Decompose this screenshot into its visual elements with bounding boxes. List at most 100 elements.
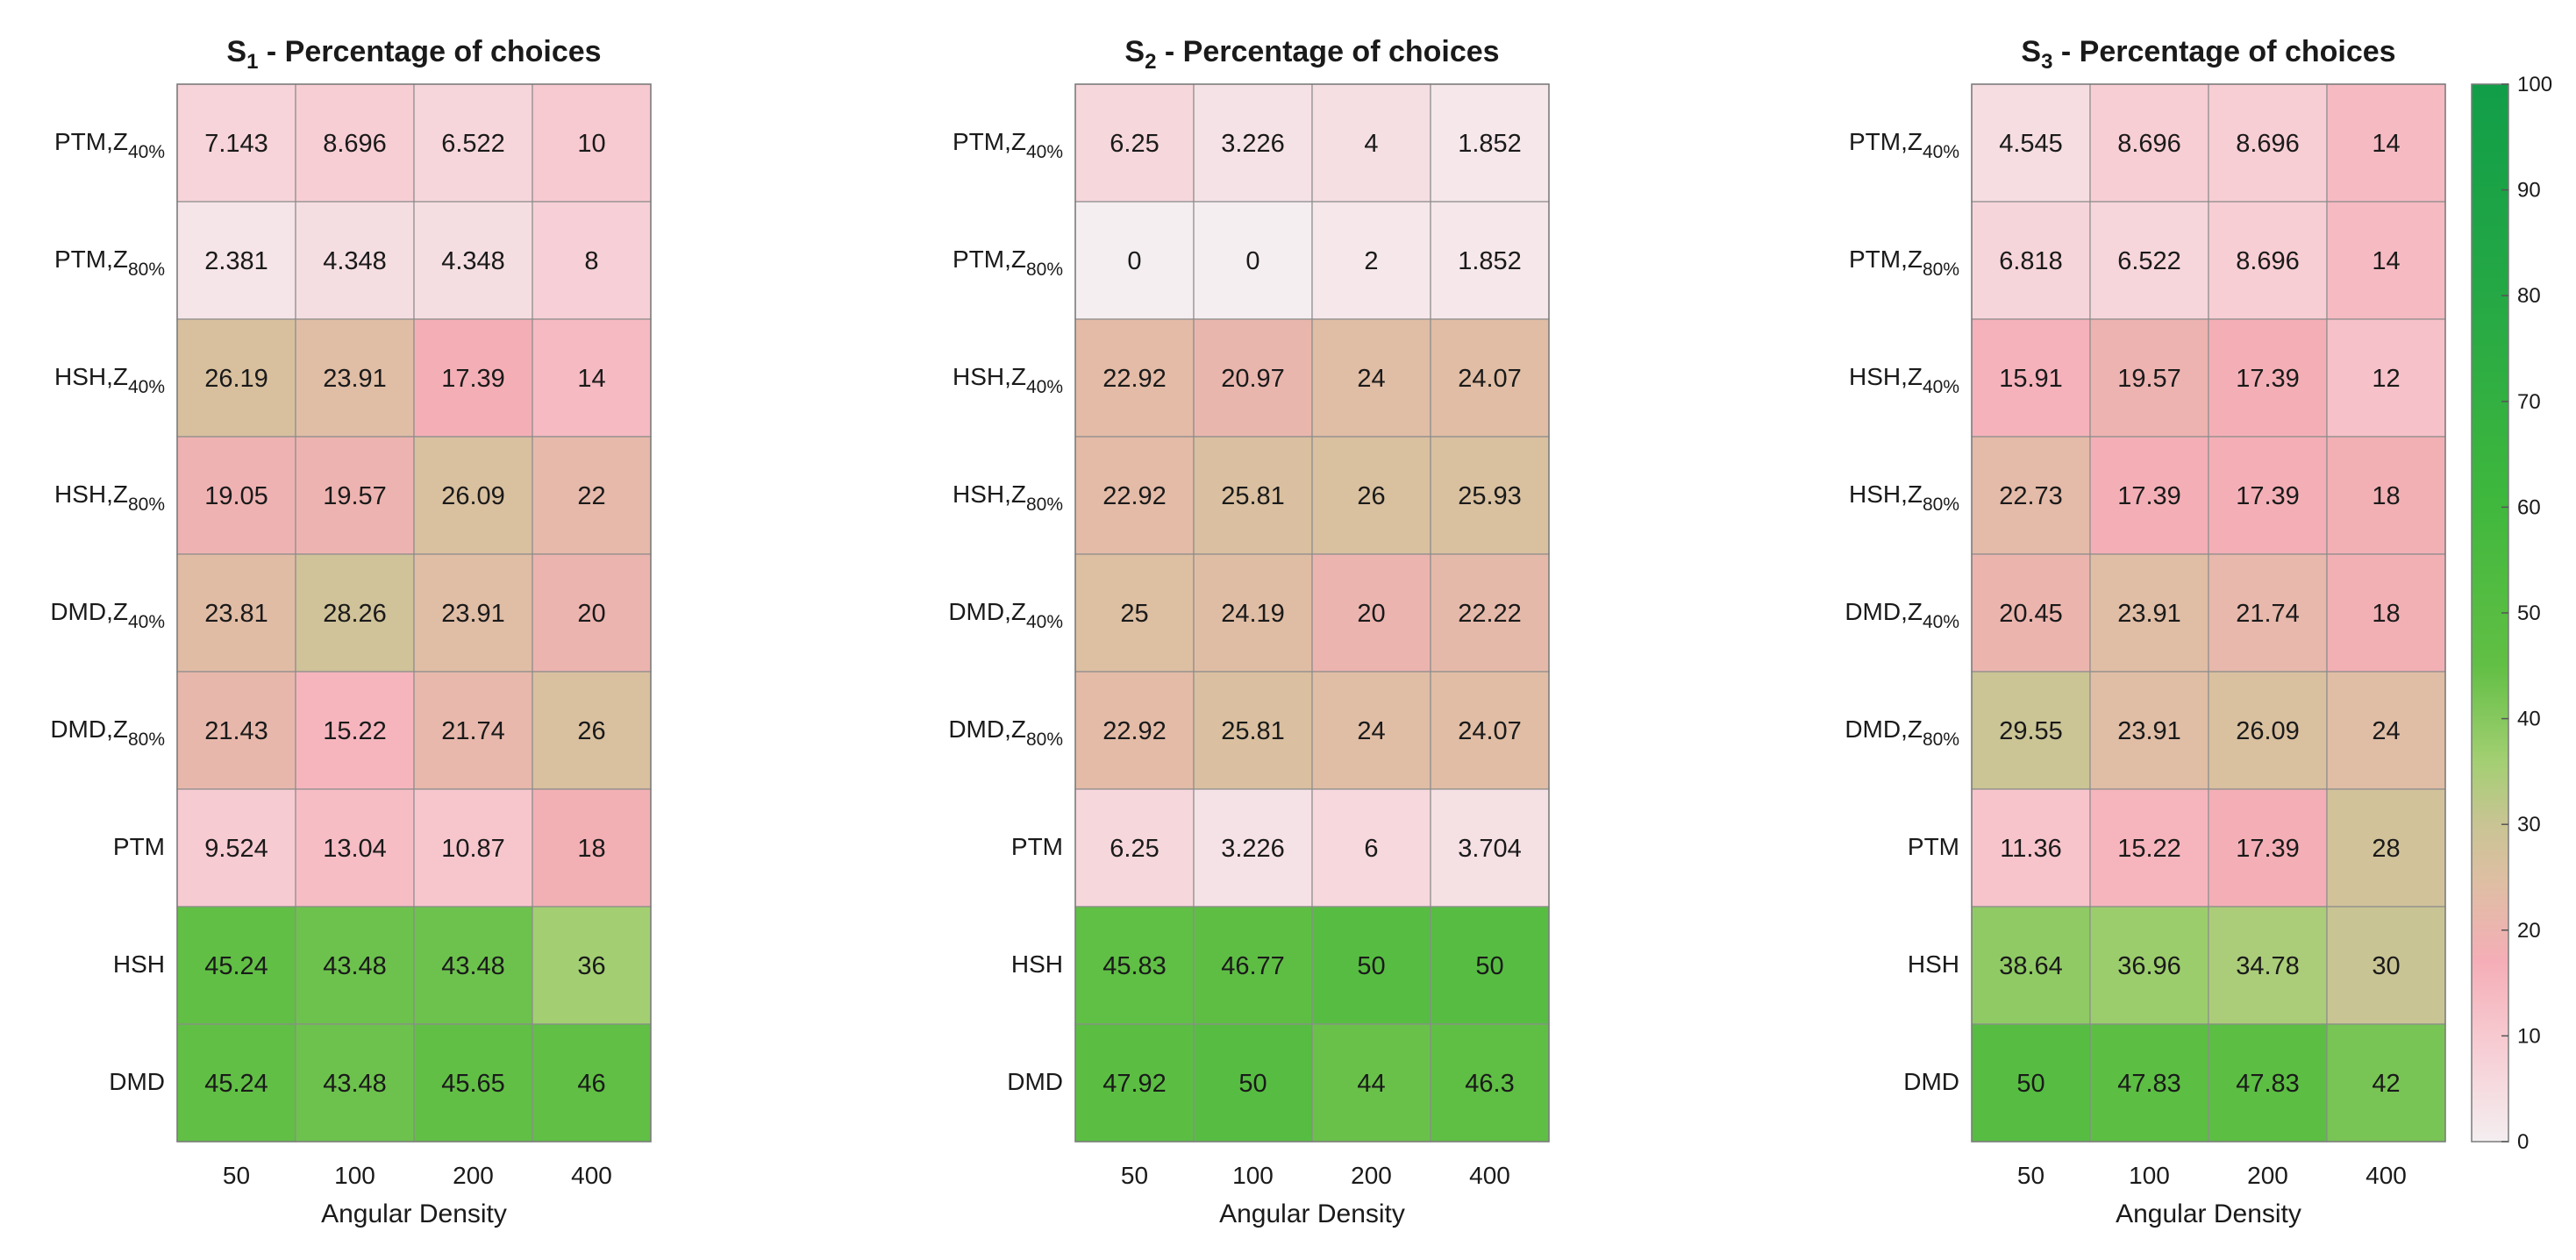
row-label-base: HSH	[1011, 950, 1063, 978]
cell-value: 19.57	[2117, 365, 2181, 393]
row-label-base: DMD,Z	[1845, 715, 1923, 743]
heatmap-cell	[2089, 671, 2209, 790]
heatmap-cell	[1311, 1023, 1431, 1143]
row-label: PTM,Z80%	[953, 246, 1063, 280]
cell-value: 17.39	[2236, 365, 2300, 393]
cell-value: 13.04	[323, 835, 387, 863]
cell-value: 24.07	[1458, 365, 1522, 393]
cell-value: 23.91	[2117, 600, 2181, 628]
heatmap-cell	[532, 788, 652, 908]
cell-value: 15.91	[1999, 365, 2063, 393]
cell-value: 44	[1357, 1070, 1385, 1098]
grid-border	[1971, 83, 2446, 1143]
row-label: DMD	[1903, 1068, 1959, 1095]
row-label-subscript: 40%	[1923, 142, 1959, 162]
cell-value: 24	[2372, 717, 2400, 745]
cell-value: 1.852	[1458, 130, 1522, 158]
heatmap-cell	[1430, 1023, 1550, 1143]
colorbar: 0 10 20 30 40 50 60 70 80 90 100	[2471, 73, 2552, 1154]
x-axis-label: Angular Density	[1219, 1199, 1405, 1228]
row-label-base: HSH	[113, 950, 165, 978]
x-tick-label: 200	[2247, 1162, 2288, 1189]
row-label-subscript: 80%	[1026, 730, 1063, 750]
cell-value: 26.19	[204, 365, 268, 393]
heatmap-cell	[2208, 201, 2328, 320]
cell-value: 25.81	[1221, 482, 1285, 510]
heatmap-panel-3: S3 - Percentage of choices 4.545 8.696 8.69…	[1845, 35, 2446, 1228]
row-label-base: HSH	[1908, 950, 1959, 978]
panel-title: S3 - Percentage of choices	[2021, 35, 2395, 74]
cell-value: 14	[2372, 130, 2400, 158]
row-label-base: PTM,Z	[953, 246, 1026, 273]
heatmap-cell	[176, 83, 296, 203]
cell-value: 34.78	[2236, 952, 2300, 980]
panel-title-suffix: - Percentage of choices	[1156, 35, 1499, 68]
x-tick-label: 400	[2365, 1162, 2407, 1189]
row-label: DMD,Z80%	[50, 715, 165, 750]
cell-value: 8.696	[323, 130, 387, 158]
cell-value: 47.92	[1102, 1070, 1167, 1098]
cell-value: 12	[2372, 365, 2400, 393]
row-label: PTM,Z80%	[1849, 246, 1959, 280]
row-label: DMD	[109, 1068, 165, 1095]
heatmap-cell	[2089, 436, 2209, 555]
cell-value: 3.226	[1221, 130, 1285, 158]
heatmap-cell	[1971, 436, 2091, 555]
row-label-subscript: 80%	[1026, 495, 1063, 515]
row-label: PTM	[1908, 833, 1959, 860]
x-tick-label: 200	[453, 1162, 494, 1189]
heatmap-cell	[295, 436, 415, 555]
cell-value: 21.74	[2236, 600, 2300, 628]
heatmap-cell	[1430, 553, 1550, 673]
row-label-subscript: 80%	[1923, 730, 1959, 750]
cell-value: 1.852	[1458, 247, 1522, 275]
row-label-base: HSH,Z	[54, 481, 128, 508]
cell-value: 6.522	[2117, 247, 2181, 275]
heatmap-cell	[176, 201, 296, 320]
colorbar-tick-label: 20	[2517, 919, 2541, 943]
panel-title-prefix: S	[1124, 35, 1145, 68]
heatmap-cell	[1193, 318, 1313, 438]
x-tick-label: 100	[2129, 1162, 2170, 1189]
heatmap-cell	[532, 201, 652, 320]
panel-title-suffix: - Percentage of choices	[258, 35, 601, 68]
row-label-subscript: 40%	[1026, 377, 1063, 397]
cell-value: 25.81	[1221, 717, 1285, 745]
row-label: DMD,Z40%	[948, 598, 1063, 632]
heatmap-cell	[2208, 671, 2328, 790]
row-label: HSH,Z40%	[1849, 363, 1959, 397]
heatmap-cell	[176, 553, 296, 673]
row-label-base: HSH,Z	[54, 363, 128, 390]
row-label: HSH	[113, 950, 165, 978]
row-label-subscript: 80%	[128, 260, 165, 280]
heatmap-cell	[1430, 201, 1550, 320]
row-label: PTM,Z40%	[1849, 128, 1959, 162]
heatmap-cell	[413, 436, 533, 555]
row-label: HSH,Z40%	[54, 363, 165, 397]
row-label-subscript: 80%	[1026, 260, 1063, 280]
colorbar-tick-label: 50	[2517, 602, 2541, 625]
cell-value: 43.48	[441, 952, 505, 980]
row-label-subscript: 40%	[128, 612, 165, 632]
cell-value: 24.19	[1221, 600, 1285, 628]
row-label: PTM	[1011, 833, 1063, 860]
row-label-subscript: 80%	[128, 495, 165, 515]
heatmap-cell	[532, 436, 652, 555]
row-label: PTM,Z40%	[54, 128, 165, 162]
panel-title-subscript: 1	[246, 50, 258, 74]
heatmap-cell	[413, 906, 533, 1025]
heatmap-panel-1: S1 - Percentage of choices 7.143 8.696 6.52…	[50, 35, 652, 1228]
cell-value: 22.22	[1458, 600, 1522, 628]
row-label-base: PTM,Z	[54, 246, 128, 273]
heatmap-cell	[1074, 553, 1195, 673]
row-label-subscript: 40%	[1923, 377, 1959, 397]
heatmap-cell	[2089, 201, 2209, 320]
cell-value: 17.39	[2236, 835, 2300, 863]
cell-value: 2.381	[204, 247, 268, 275]
heatmap-cell	[413, 1023, 533, 1143]
heatmap-cell	[1311, 553, 1431, 673]
colorbar-tick-label: 0	[2517, 1130, 2529, 1154]
cell-value: 50	[1357, 952, 1385, 980]
